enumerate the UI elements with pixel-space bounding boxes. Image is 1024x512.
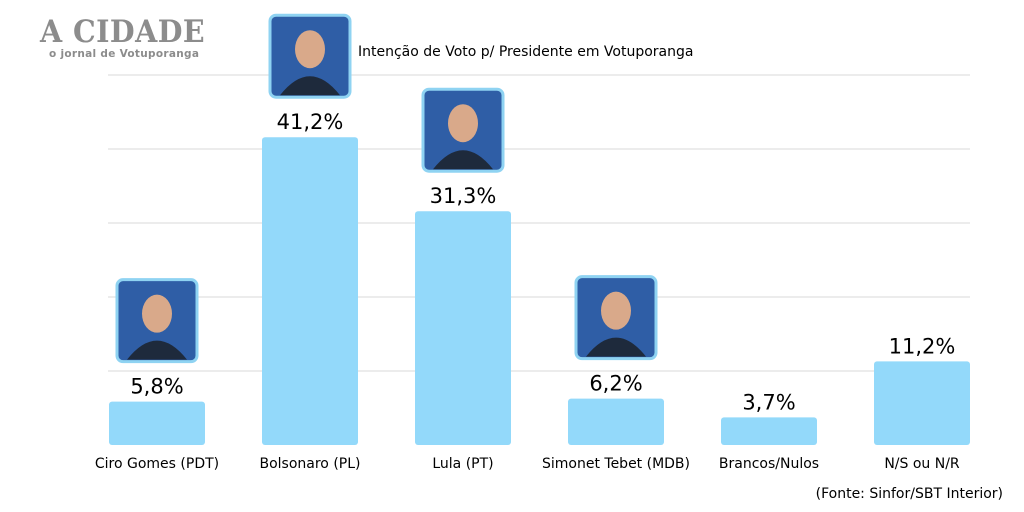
logo-subtitle: o jornal de Votuporanga	[49, 48, 200, 60]
value-label: 3,7%	[742, 390, 795, 414]
bar	[874, 361, 970, 445]
category-label: Brancos/Nulos	[719, 456, 819, 472]
bar	[568, 398, 664, 445]
category-label: Lula (PT)	[432, 456, 493, 472]
photo-face	[295, 30, 325, 69]
logo-title: A CIDADE	[40, 14, 206, 50]
candidate-photos	[115, 13, 658, 364]
newspaper-logo: A CIDADE o jornal de Votuporanga	[40, 14, 206, 60]
value-label: 6,2%	[589, 372, 642, 396]
value-labels: 5,8% 41,2% 31,3% 6,2% 3,7% 11,2%	[130, 110, 955, 414]
value-label: 11,2%	[889, 334, 956, 358]
photo-suit	[127, 340, 187, 360]
value-label: 41,2%	[277, 110, 344, 134]
bars	[109, 137, 970, 445]
photo-face	[142, 294, 172, 333]
category-label: Bolsonaro (PL)	[259, 456, 360, 472]
bar	[109, 401, 205, 445]
category-label: N/S ou N/R	[884, 456, 960, 472]
bar	[262, 137, 358, 445]
chart-source: (Fonte: Sinfor/SBT Interior)	[816, 486, 1003, 502]
photo-face	[448, 104, 478, 143]
candidate-photo	[574, 275, 658, 361]
chart-title: Intenção de Voto p/ Presidente em Votupo…	[358, 44, 693, 60]
photo-face	[601, 291, 631, 330]
photo-suit	[586, 337, 646, 357]
value-label: 31,3%	[430, 184, 497, 208]
photo-suit	[280, 76, 340, 96]
grid-lines	[108, 74, 970, 372]
bar	[721, 417, 817, 445]
category-label: Simonet Tebet (MDB)	[542, 456, 690, 472]
photo-suit	[433, 150, 493, 170]
value-label: 5,8%	[130, 375, 183, 399]
category-label: Ciro Gomes (PDT)	[95, 456, 219, 472]
category-labels: Ciro Gomes (PDT) Bolsonaro (PL) Lula (PT) S…	[95, 456, 960, 472]
candidate-photo	[421, 87, 505, 173]
candidate-photo	[115, 278, 199, 364]
candidate-photo	[268, 13, 352, 99]
bar	[415, 211, 511, 445]
